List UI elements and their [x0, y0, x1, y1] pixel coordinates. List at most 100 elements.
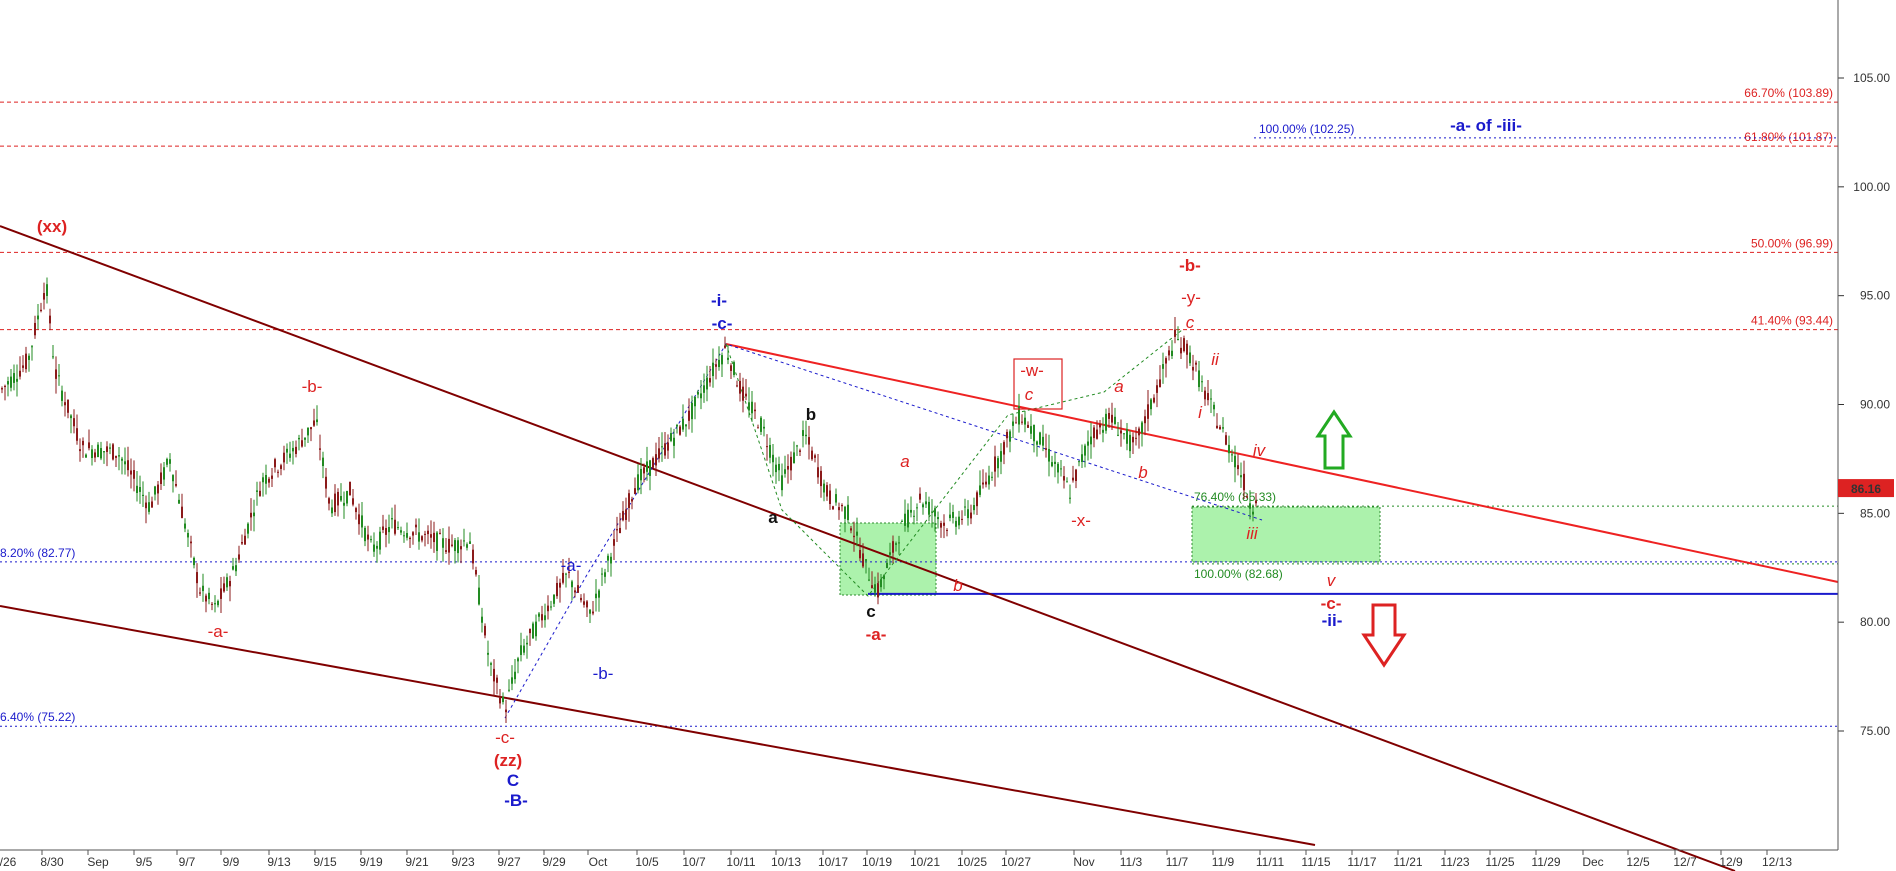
wave-label: (xx): [37, 217, 67, 236]
candle-body: [586, 601, 588, 608]
candle-body: [679, 426, 681, 435]
candle-body: [13, 373, 15, 383]
candle-body: [1243, 473, 1245, 491]
candle-body: [673, 437, 675, 446]
x-tick-label: 9/29: [542, 855, 566, 869]
candle-body: [16, 378, 18, 382]
wave-label: c: [1186, 313, 1195, 332]
candle-body: [994, 456, 996, 472]
candle-body: [784, 469, 786, 474]
candle-body: [541, 614, 543, 621]
candle-body: [706, 377, 708, 390]
candle-body: [241, 542, 243, 544]
candle-body: [595, 593, 597, 599]
candle-body: [757, 427, 759, 429]
candle-body: [1006, 431, 1008, 439]
candle-body: [625, 509, 627, 520]
candle-body: [1210, 398, 1212, 400]
wave-label: iii: [1246, 524, 1259, 543]
candle-body: [1216, 425, 1218, 429]
candle-body: [634, 488, 636, 494]
candle-body: [577, 585, 579, 593]
candle-body: [88, 442, 90, 449]
candle-body: [868, 579, 870, 581]
candle-body: [46, 284, 48, 296]
candle-body: [379, 531, 381, 550]
candle-body: [1030, 426, 1032, 434]
candle-body: [916, 507, 918, 509]
candle-body: [1228, 444, 1230, 454]
candle-body: [910, 509, 912, 513]
candle-body: [1192, 366, 1194, 371]
wave-label: -a-: [208, 622, 229, 641]
wave-label: -x-: [1071, 511, 1091, 530]
x-tick-label: 12/13: [1762, 855, 1792, 869]
fib-level-label: 6.40% (75.22): [0, 710, 75, 724]
candle-body: [832, 506, 834, 510]
candle-body: [202, 585, 204, 592]
candle-body: [829, 490, 831, 505]
candle-body: [460, 546, 462, 550]
candle-body: [1, 388, 3, 390]
y-tick-label: 100.00: [1853, 180, 1890, 194]
trend-lines: [0, 225, 1839, 871]
candle-body: [478, 587, 480, 605]
candle-body: [1102, 429, 1104, 433]
candle-body: [643, 467, 645, 474]
candle-body: [1123, 433, 1125, 435]
candle-body: [433, 532, 435, 543]
candle-body: [781, 475, 783, 491]
x-tick-label: Oct: [589, 855, 608, 869]
candle-body: [313, 420, 315, 426]
candles: [1, 277, 1257, 723]
fib-level-label: 76.40% (85.33): [1194, 490, 1276, 504]
candle-body: [364, 527, 366, 542]
wave-labels: (xx) -b- -a- -a- -b- -c- (zz)C-B- -i- -c-b a c -a-a…: [37, 116, 1522, 810]
candle-body: [529, 628, 531, 634]
candle-body: [31, 346, 33, 348]
candle-body: [1057, 463, 1059, 473]
candle-body: [1135, 437, 1137, 439]
candle-body: [136, 485, 138, 494]
candle-body: [82, 440, 84, 446]
candle-body: [67, 399, 69, 413]
candle-body: [472, 549, 474, 564]
candle-body: [421, 536, 423, 541]
candle-body: [376, 545, 378, 549]
candle-body: [853, 535, 855, 538]
candle-body: [919, 493, 921, 500]
candle-body: [661, 446, 663, 448]
candle-body: [1003, 442, 1005, 455]
wave-label: -a-: [561, 556, 582, 575]
candle-body: [109, 447, 111, 449]
candle-body: [1051, 462, 1053, 467]
candle-body: [724, 345, 726, 348]
x-tick-label: /26: [0, 855, 17, 869]
candle-body: [1183, 338, 1185, 352]
candle-body: [1120, 430, 1122, 434]
candle-body: [844, 506, 846, 519]
wave-label: b: [1138, 463, 1147, 482]
candle-body: [1036, 441, 1038, 445]
candle-body: [430, 534, 432, 538]
x-tick-label: 10/25: [957, 855, 987, 869]
candle-body: [100, 448, 102, 459]
candle-body: [952, 511, 954, 518]
candle-body: [652, 458, 654, 468]
candle-body: [775, 464, 777, 473]
candle-body: [127, 460, 129, 471]
candle-body: [997, 458, 999, 469]
wave-label: b: [806, 405, 816, 424]
candle-body: [328, 498, 330, 504]
wave-label: a: [768, 508, 778, 527]
candle-body: [1165, 358, 1167, 364]
candle-body: [226, 577, 228, 588]
candle-body: [574, 590, 576, 593]
candle-body: [1249, 503, 1251, 509]
x-tick-label: 12/9: [1719, 855, 1743, 869]
candle-body: [1255, 500, 1257, 504]
candle-body: [778, 463, 780, 471]
candle-body: [1174, 329, 1176, 337]
candle-body: [112, 444, 114, 460]
